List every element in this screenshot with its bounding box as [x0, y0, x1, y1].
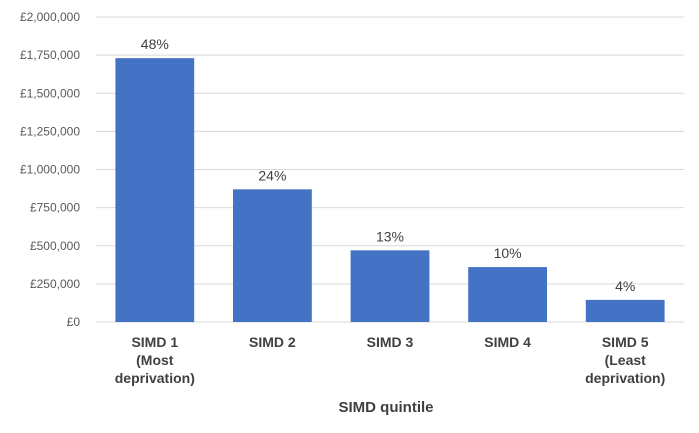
category-label: SIMD 5 (Least deprivation)	[585, 334, 665, 386]
data-label: 13%	[376, 228, 404, 244]
data-labels: 48% 24% 13% 10% 4%	[141, 36, 636, 294]
bar	[585, 299, 665, 322]
data-label: 24%	[258, 167, 286, 183]
y-tick-label: £0	[67, 315, 81, 329]
y-axis-ticks: £0 £250,000 £500,000 £750,000 £1,000,000 £1,2…	[20, 10, 80, 329]
y-tick-label: £1,750,000	[20, 48, 80, 62]
y-tick-label: £1,500,000	[20, 86, 80, 100]
y-tick-label: £250,000	[30, 277, 80, 291]
category-label: SIMD 4	[484, 334, 531, 350]
x-axis-categories: SIMD 1 (Most deprivation) SIMD 2 SIMD 3 SIMD …	[115, 334, 666, 386]
y-tick-label: £750,000	[30, 201, 80, 215]
category-label: SIMD 3	[367, 334, 414, 350]
data-label: 10%	[494, 245, 522, 261]
data-label: 48%	[141, 36, 169, 52]
bar	[233, 189, 312, 322]
data-label: 4%	[615, 278, 635, 294]
bars	[115, 58, 665, 323]
y-tick-label: £500,000	[30, 239, 80, 253]
y-tick-label: £2,000,000	[20, 10, 80, 24]
bar	[115, 58, 195, 323]
category-label: SIMD 2	[249, 334, 296, 350]
y-tick-label: £1,250,000	[20, 124, 80, 138]
x-axis-title: SIMD quintile	[339, 399, 434, 416]
y-tick-label: £1,000,000	[20, 163, 80, 177]
bar	[468, 267, 547, 322]
category-label: SIMD 1 (Most deprivation)	[115, 334, 195, 386]
bar	[350, 250, 430, 322]
